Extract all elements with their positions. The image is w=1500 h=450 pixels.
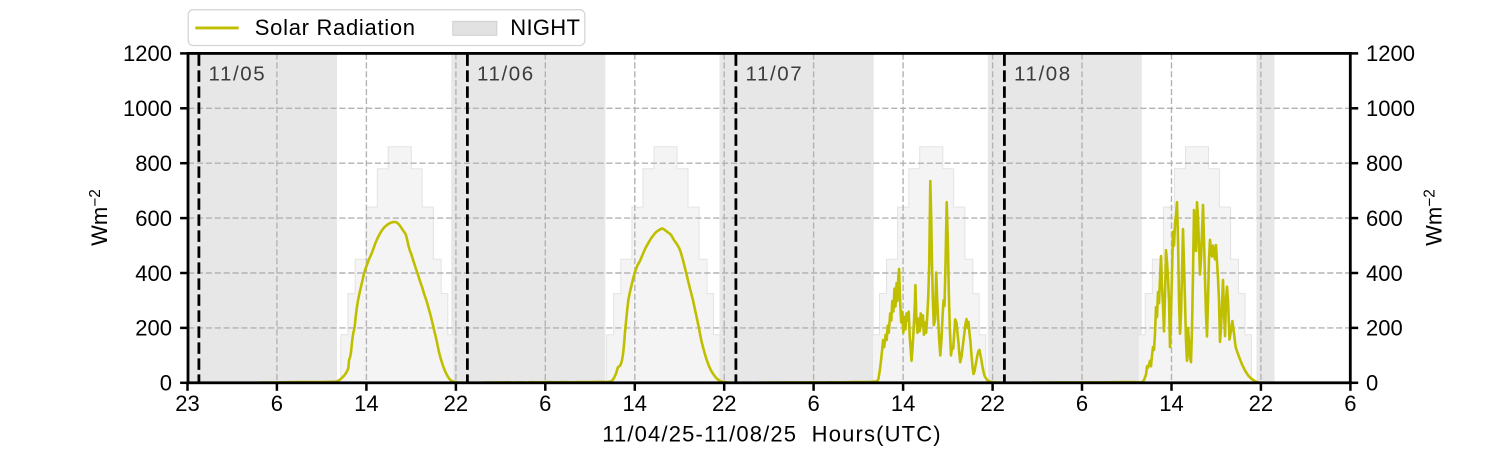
svg-text:14: 14 <box>354 391 378 416</box>
svg-text:6: 6 <box>539 391 551 416</box>
svg-text:600: 600 <box>1366 206 1403 231</box>
svg-text:22: 22 <box>1249 391 1273 416</box>
svg-text:22: 22 <box>980 391 1004 416</box>
svg-text:14: 14 <box>1159 391 1183 416</box>
svg-text:0: 0 <box>160 371 172 396</box>
svg-text:23: 23 <box>175 391 199 416</box>
svg-text:11/08: 11/08 <box>1014 63 1072 86</box>
svg-text:200: 200 <box>1366 316 1403 341</box>
svg-text:1200: 1200 <box>123 41 172 66</box>
svg-text:800: 800 <box>1366 151 1403 176</box>
svg-text:22: 22 <box>444 391 468 416</box>
svg-text:400: 400 <box>135 261 172 286</box>
svg-text:14: 14 <box>623 391 647 416</box>
svg-text:1200: 1200 <box>1366 41 1415 66</box>
svg-text:0: 0 <box>1366 371 1378 396</box>
svg-text:6: 6 <box>1076 391 1088 416</box>
svg-text:14: 14 <box>891 391 915 416</box>
svg-text:NIGHT: NIGHT <box>510 15 580 40</box>
svg-text:1000: 1000 <box>1366 96 1415 121</box>
svg-text:11/05: 11/05 <box>209 63 267 86</box>
svg-text:Solar Radiation: Solar Radiation <box>255 15 416 40</box>
svg-text:11/04/25-11/08/25 Hours(UTC): 11/04/25-11/08/25 Hours(UTC) <box>602 422 941 447</box>
svg-text:22: 22 <box>712 391 736 416</box>
svg-text:6: 6 <box>1344 391 1356 416</box>
svg-text:400: 400 <box>1366 261 1403 286</box>
svg-text:11/06: 11/06 <box>477 63 535 86</box>
svg-text:11/07: 11/07 <box>746 63 804 86</box>
svg-text:800: 800 <box>135 151 172 176</box>
svg-text:1000: 1000 <box>123 96 172 121</box>
svg-text:600: 600 <box>135 206 172 231</box>
svg-text:6: 6 <box>271 391 283 416</box>
svg-text:200: 200 <box>135 316 172 341</box>
svg-text:6: 6 <box>807 391 819 416</box>
